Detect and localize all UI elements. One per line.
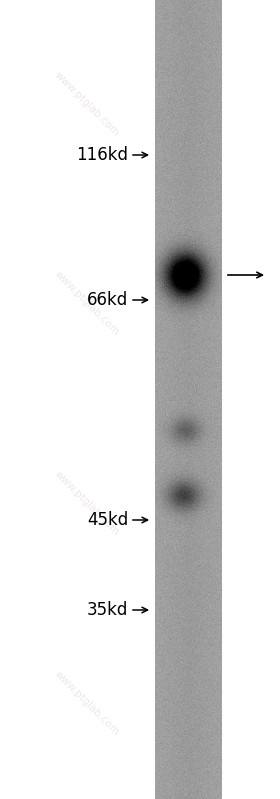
Text: 116kd: 116kd <box>76 146 128 164</box>
Text: www.ptglab.com: www.ptglab.com <box>53 669 121 737</box>
Text: 45kd: 45kd <box>87 511 128 529</box>
Text: 35kd: 35kd <box>87 601 128 619</box>
Text: 66kd: 66kd <box>87 291 128 309</box>
Text: www.ptglab.com: www.ptglab.com <box>53 70 121 138</box>
Text: www.ptglab.com: www.ptglab.com <box>53 269 121 338</box>
Text: www.ptglab.com: www.ptglab.com <box>53 469 121 538</box>
